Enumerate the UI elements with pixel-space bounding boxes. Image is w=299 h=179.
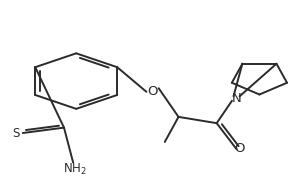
Text: NH$_2$: NH$_2$ xyxy=(63,162,87,177)
Text: S: S xyxy=(12,127,20,139)
Text: O: O xyxy=(234,142,245,155)
Text: N: N xyxy=(232,93,241,105)
Text: O: O xyxy=(147,85,158,98)
